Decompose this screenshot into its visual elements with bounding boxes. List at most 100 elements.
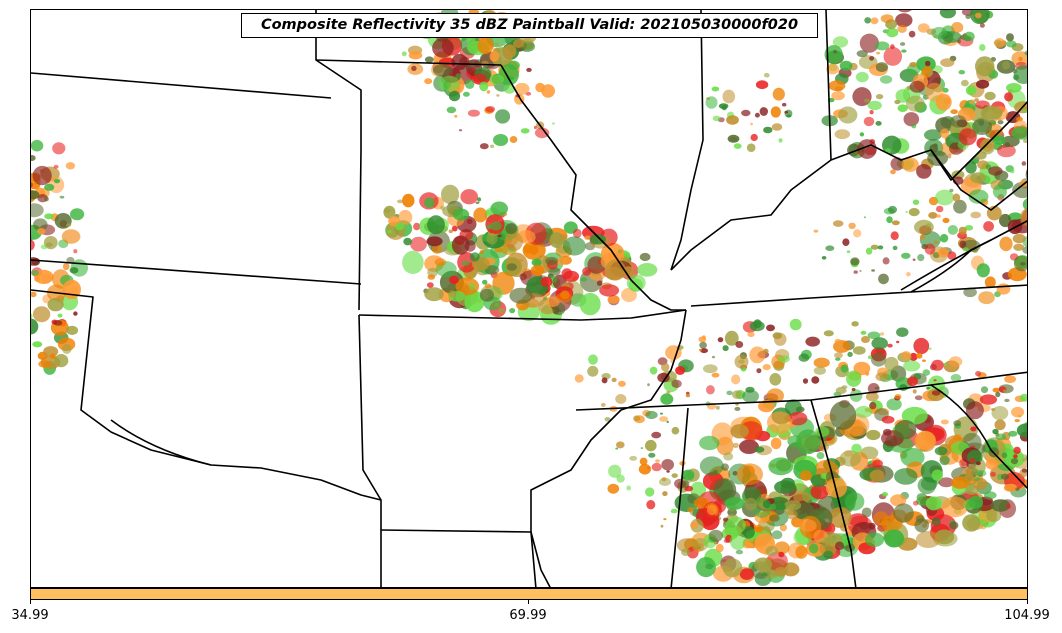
reflectivity-blob <box>912 389 917 394</box>
reflectivity-blob <box>741 109 751 117</box>
reflectivity-blob <box>509 308 516 314</box>
border-appalachian <box>930 149 1027 211</box>
reflectivity-blob <box>981 138 995 152</box>
reflectivity-blob <box>901 351 912 360</box>
reflectivity-blob <box>870 352 887 367</box>
reflectivity-blob <box>895 13 913 28</box>
reflectivity-blob <box>715 405 720 410</box>
reflectivity-blob <box>886 216 893 224</box>
reflectivity-blob <box>846 250 851 253</box>
reflectivity-blob <box>894 420 917 440</box>
reflectivity-blob <box>880 75 893 84</box>
border-ok-panhandle <box>31 289 382 587</box>
reflectivity-blob <box>766 388 784 404</box>
reflectivity-blob <box>841 385 848 389</box>
reflectivity-blob <box>916 352 923 359</box>
reflectivity-blob <box>940 419 949 425</box>
reflectivity-blob <box>839 450 862 467</box>
reflectivity-blob <box>731 374 741 385</box>
reflectivity-blob <box>869 56 875 61</box>
reflectivity-blob <box>31 190 40 200</box>
colorbar-tick-label-left: 34.99 <box>11 608 49 623</box>
reflectivity-blob <box>485 209 493 216</box>
reflectivity-blob <box>616 441 625 449</box>
reflectivity-blob <box>766 324 775 332</box>
reflectivity-blob <box>1004 142 1011 148</box>
reflectivity-blob <box>833 220 844 227</box>
reflectivity-blob <box>851 387 856 392</box>
reflectivity-blob <box>872 459 883 468</box>
reflectivity-blob <box>600 402 606 407</box>
reflectivity-blob <box>942 87 949 93</box>
reflectivity-blob <box>894 99 901 105</box>
reflectivity-blob <box>901 49 907 53</box>
reflectivity-blob <box>707 504 717 516</box>
reflectivity-blob <box>863 216 867 219</box>
reflectivity-blob <box>645 487 655 497</box>
reflectivity-blob <box>779 523 788 532</box>
reflectivity-blob <box>990 499 1011 512</box>
reflectivity-blob <box>754 557 773 572</box>
reflectivity-blob <box>31 318 39 335</box>
reflectivity-blob <box>66 256 75 264</box>
reflectivity-blob <box>441 184 460 205</box>
reflectivity-blob <box>891 220 900 226</box>
reflectivity-blob <box>486 90 491 94</box>
reflectivity-blob <box>460 189 479 205</box>
reflectivity-blob <box>824 45 843 64</box>
reflectivity-blob <box>984 491 997 500</box>
reflectivity-blob <box>601 377 608 384</box>
reflectivity-blob <box>34 276 41 282</box>
reflectivity-blob <box>916 164 932 179</box>
reflectivity-blob <box>562 236 586 256</box>
reflectivity-blob <box>52 142 66 155</box>
reflectivity-blob <box>31 139 44 152</box>
reflectivity-blob <box>711 372 720 378</box>
reflectivity-blob <box>914 518 929 533</box>
reflectivity-blob <box>1021 468 1027 473</box>
reflectivity-blob <box>959 240 967 249</box>
reflectivity-blob <box>451 53 468 71</box>
reflectivity-blob <box>649 366 658 375</box>
reflectivity-blob <box>584 235 591 240</box>
reflectivity-blob <box>1010 168 1015 174</box>
reflectivity-blob <box>985 459 999 470</box>
reflectivity-blob <box>666 390 671 394</box>
reflectivity-blob <box>976 263 990 278</box>
reflectivity-blob <box>861 507 872 518</box>
reflectivity-blob <box>717 337 724 343</box>
reflectivity-blob <box>1006 83 1022 93</box>
reflectivity-blob <box>640 447 644 449</box>
reflectivity-blob <box>835 357 841 361</box>
reflectivity-blob <box>475 201 480 204</box>
reflectivity-blob <box>823 550 834 559</box>
reflectivity-blob <box>729 532 746 550</box>
reflectivity-blob <box>951 476 970 489</box>
reflectivity-blob <box>876 51 881 55</box>
reflectivity-blob <box>909 352 918 362</box>
reflectivity-blob <box>432 64 452 77</box>
reflectivity-blob <box>659 416 669 422</box>
reflectivity-blob <box>31 181 33 188</box>
reflectivity-blob <box>552 122 555 125</box>
reflectivity-blob <box>62 344 72 354</box>
reflectivity-blob <box>736 463 764 486</box>
reflectivity-blob <box>915 431 936 450</box>
reflectivity-blob <box>813 229 819 233</box>
reflectivity-blob <box>496 94 500 97</box>
reflectivity-blob <box>1023 139 1027 143</box>
reflectivity-blob <box>530 265 545 276</box>
reflectivity-blob <box>927 70 934 76</box>
border-ks-mo <box>315 10 362 311</box>
reflectivity-blob <box>810 484 829 500</box>
reflectivity-blob <box>545 256 559 265</box>
reflectivity-blob <box>969 99 975 105</box>
reflectivity-blob <box>645 410 658 420</box>
reflectivity-blob <box>1006 33 1014 42</box>
reflectivity-blob <box>427 274 436 280</box>
reflectivity-blob <box>972 118 993 135</box>
reflectivity-blob <box>1019 393 1027 402</box>
reflectivity-blob <box>892 245 898 251</box>
reflectivity-blob <box>61 229 81 244</box>
reflectivity-blob <box>968 189 989 204</box>
